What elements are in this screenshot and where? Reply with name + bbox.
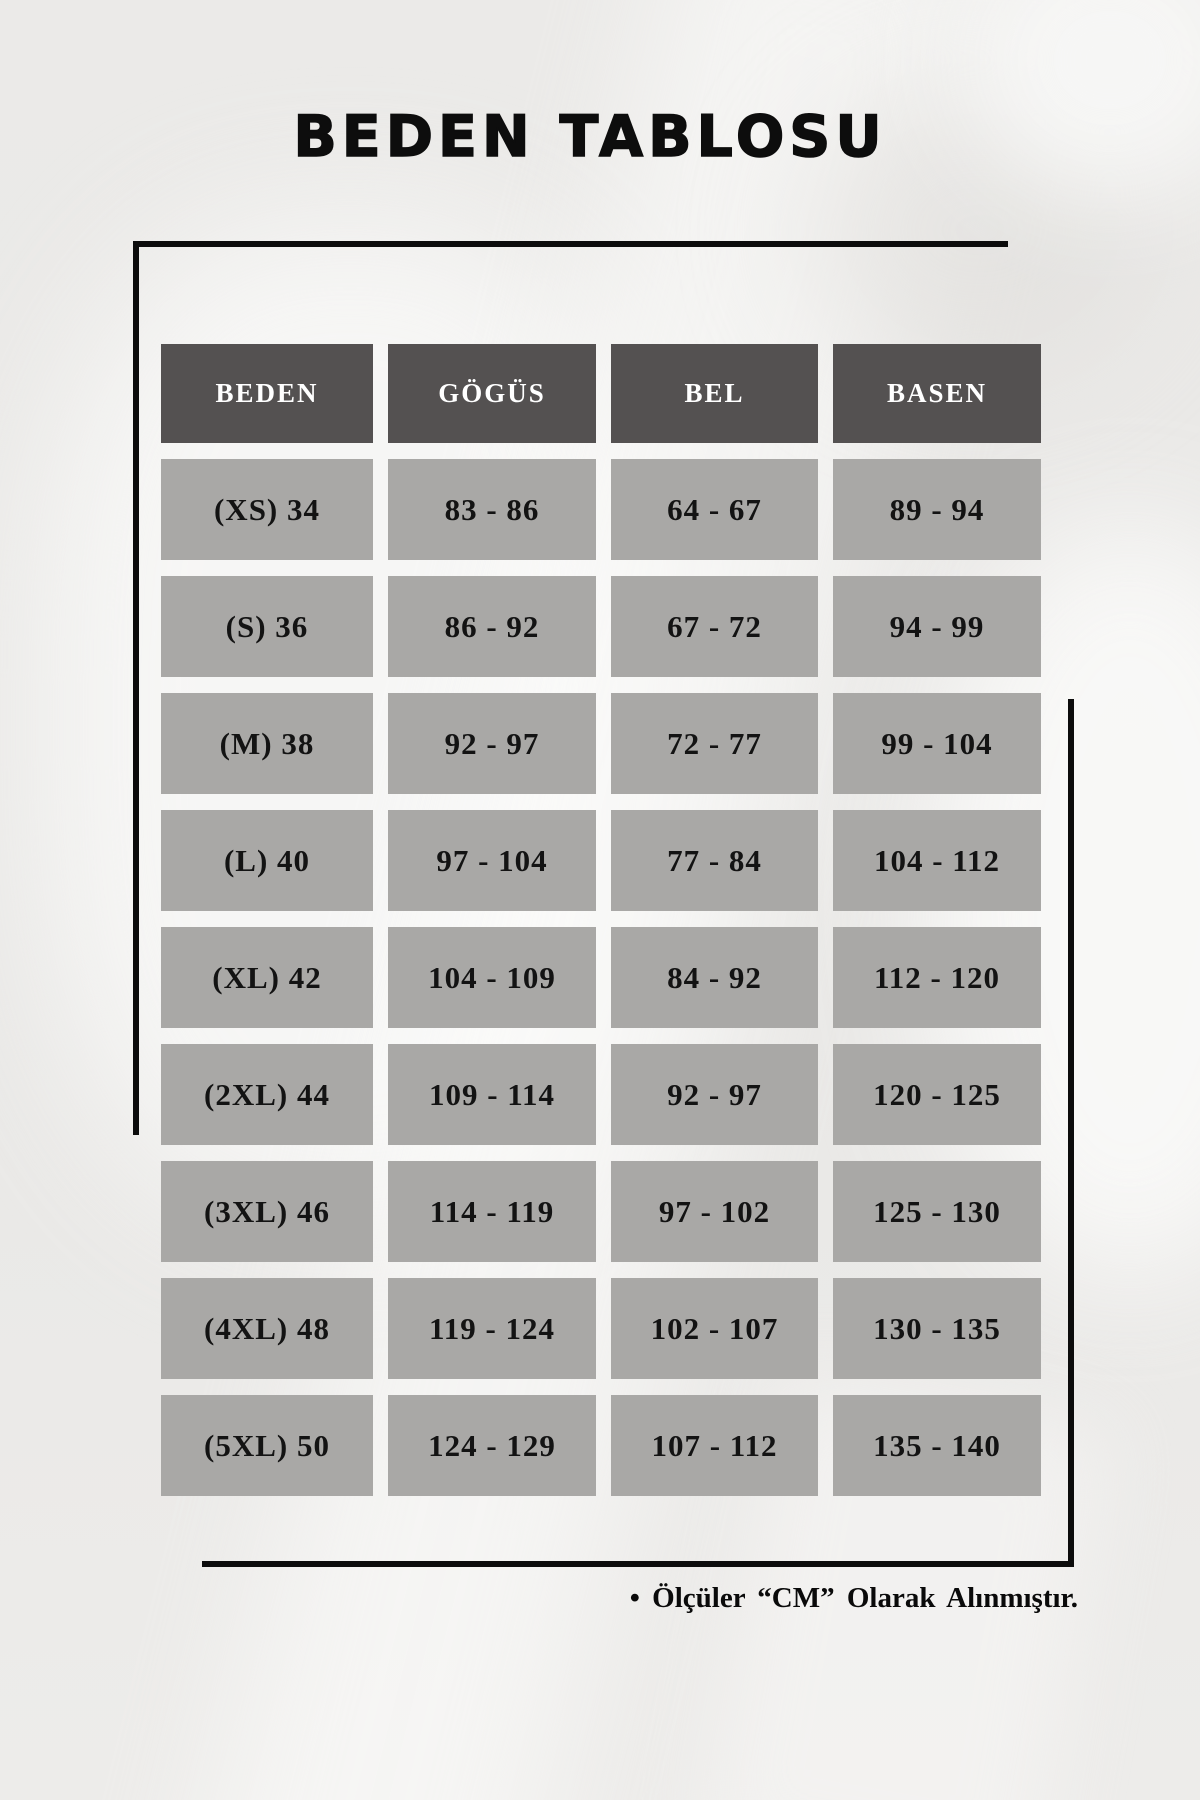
table-cell: 107 - 112	[611, 1395, 818, 1496]
table-cell: (M) 38	[161, 693, 373, 794]
table-header-cell: GÖGÜS	[388, 344, 596, 443]
table-header-cell: BEL	[611, 344, 818, 443]
table-header-cell: BASEN	[833, 344, 1041, 443]
table-cell: 77 - 84	[611, 810, 818, 911]
table-cell: (XL) 42	[161, 927, 373, 1028]
table-cell: 86 - 92	[388, 576, 596, 677]
footer-note: • Ölçüler “CM” Olarak Alınmıştır.	[629, 1582, 1078, 1614]
table-cell: (4XL) 48	[161, 1278, 373, 1379]
table-cell: 114 - 119	[388, 1161, 596, 1262]
table-cell: 83 - 86	[388, 459, 596, 560]
table-cell: 135 - 140	[833, 1395, 1041, 1496]
table-cell: 67 - 72	[611, 576, 818, 677]
table-cell: 72 - 77	[611, 693, 818, 794]
page-title: BEDEN TABLOSU	[293, 103, 887, 171]
frame-line-right	[1068, 699, 1074, 1567]
size-table: BEDEN GÖGÜS BEL BASEN (XS) 34 83 - 86 64 - 67 8…	[161, 344, 1041, 1496]
table-cell: (5XL) 50	[161, 1395, 373, 1496]
frame-line-left	[133, 241, 139, 1135]
table-cell: 64 - 67	[611, 459, 818, 560]
table-cell: 99 - 104	[833, 693, 1041, 794]
table-cell: 102 - 107	[611, 1278, 818, 1379]
table-cell: (3XL) 46	[161, 1161, 373, 1262]
table-cell: 130 - 135	[833, 1278, 1041, 1379]
table-cell: (L) 40	[161, 810, 373, 911]
table-cell: 92 - 97	[388, 693, 596, 794]
table-cell: 97 - 102	[611, 1161, 818, 1262]
table-cell: 84 - 92	[611, 927, 818, 1028]
table-header-cell: BEDEN	[161, 344, 373, 443]
table-cell: 125 - 130	[833, 1161, 1041, 1262]
table-cell: 104 - 112	[833, 810, 1041, 911]
table-cell: 89 - 94	[833, 459, 1041, 560]
table-cell: 112 - 120	[833, 927, 1041, 1028]
table-cell: 124 - 129	[388, 1395, 596, 1496]
table-cell: (2XL) 44	[161, 1044, 373, 1145]
table-cell: 109 - 114	[388, 1044, 596, 1145]
table-cell: 120 - 125	[833, 1044, 1041, 1145]
table-cell: 119 - 124	[388, 1278, 596, 1379]
frame-line-top	[133, 241, 1008, 247]
table-cell: 92 - 97	[611, 1044, 818, 1145]
table-cell: (XS) 34	[161, 459, 373, 560]
frame-line-bottom	[202, 1561, 1074, 1567]
table-cell: (S) 36	[161, 576, 373, 677]
silhouette-highlight-top-right	[960, 0, 1200, 200]
table-cell: 97 - 104	[388, 810, 596, 911]
table-cell: 104 - 109	[388, 927, 596, 1028]
table-cell: 94 - 99	[833, 576, 1041, 677]
